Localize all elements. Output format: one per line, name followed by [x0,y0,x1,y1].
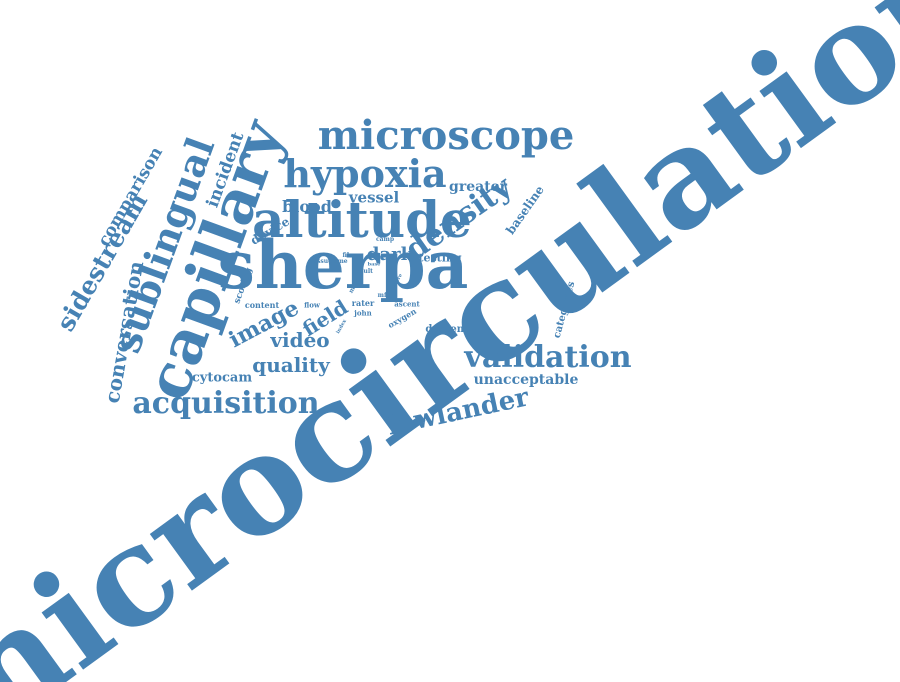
word-flow: flow [304,302,320,309]
word-john: john [354,310,371,317]
word-testing: testing [418,253,461,264]
word-time: time [332,259,347,265]
word-microscope: microscope [318,116,575,156]
word-blood: blood [282,199,332,215]
word-result: result [353,269,373,275]
word-quality: quality [252,355,330,375]
word-hypoxia: hypoxia [283,155,446,193]
word-ascent: ascent [394,301,420,308]
word-vessel: vessel [349,191,399,206]
word-unacceptable: unacceptable [474,373,579,387]
word-acquisition: acquisition [132,389,319,419]
word-content: content [245,301,279,309]
word-cytocam: cytocam [192,372,252,385]
word-camp: camp [376,237,394,243]
word-base: base [368,263,381,268]
word-validation: validation [464,343,631,373]
word-rater: rater [352,299,374,307]
word-descent: descent [425,325,468,335]
word-tissue: tissue [312,259,332,265]
word-mfi: mfi [378,293,389,299]
word-greater: greater [449,180,507,194]
